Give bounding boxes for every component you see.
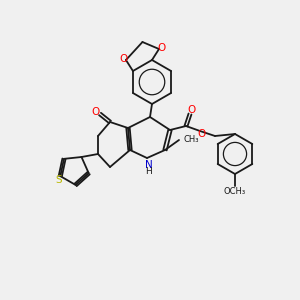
Text: O: O <box>187 105 195 115</box>
Text: O: O <box>120 54 128 64</box>
Text: H: H <box>146 167 152 176</box>
Text: CH₃: CH₃ <box>184 134 200 143</box>
Text: O: O <box>157 43 165 53</box>
Text: O: O <box>197 129 205 139</box>
Text: OCH₃: OCH₃ <box>224 187 246 196</box>
Text: N: N <box>145 160 153 170</box>
Text: O: O <box>92 107 100 117</box>
Text: S: S <box>55 175 62 185</box>
